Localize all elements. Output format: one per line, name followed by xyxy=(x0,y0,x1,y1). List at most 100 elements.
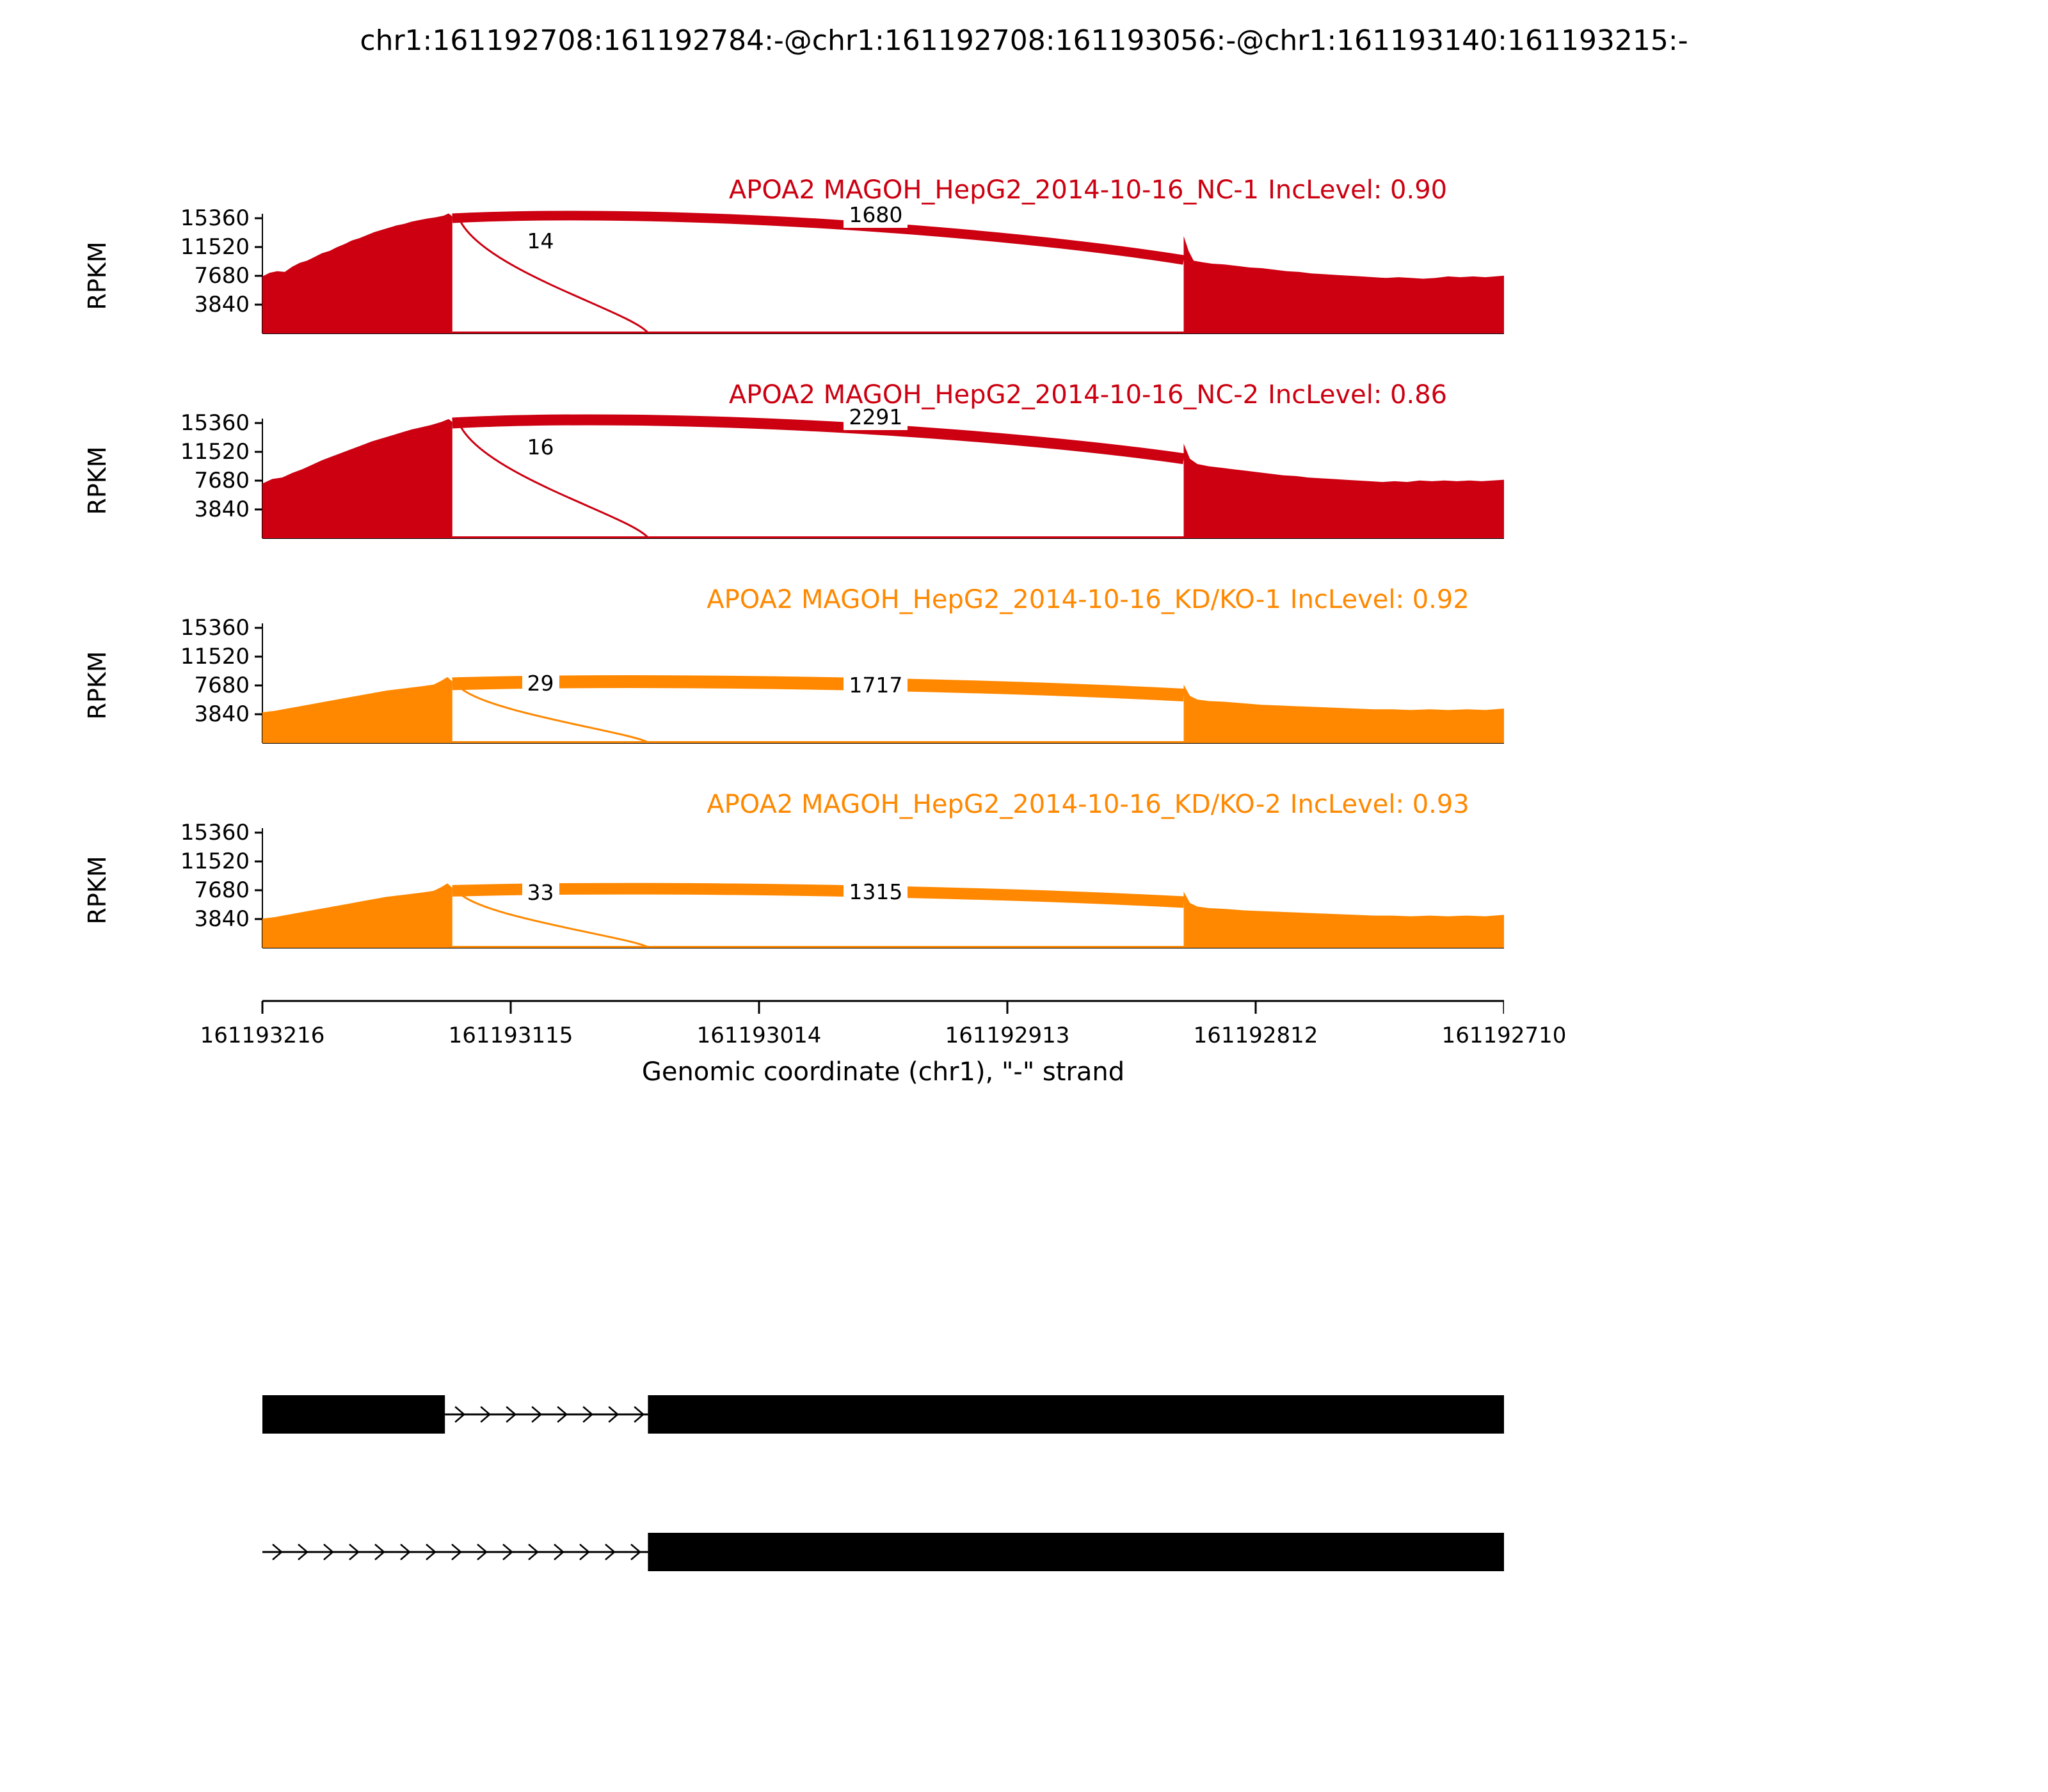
track-title: APOA2 MAGOH_HepG2_2014-10-16_KD/KO-2 IncL… xyxy=(707,790,1469,819)
baseline-coverage-strip xyxy=(452,741,1184,743)
y-tick-label: 3840 xyxy=(194,497,250,522)
strand-arrow-icon xyxy=(554,1544,564,1560)
y-tick-label: 3840 xyxy=(194,292,250,317)
sample-label: APOA2 MAGOH_HepG2_2014-10-16_NC-1 xyxy=(728,175,1260,205)
inclevel-label: IncLevel: 0.93 xyxy=(1290,790,1469,819)
junction-arc-skip xyxy=(460,893,649,948)
y-axis-title: RPKM xyxy=(83,241,111,310)
strand-arrow-icon xyxy=(477,1544,488,1560)
inclevel-label: IncLevel: 0.90 xyxy=(1268,175,1448,205)
exon-box xyxy=(262,1395,445,1434)
y-tick-label: 3840 xyxy=(194,701,250,727)
junction-count-skip: 33 xyxy=(522,880,559,906)
strand-arrow-icon xyxy=(298,1544,308,1560)
coverage-plot-nc-1 xyxy=(255,211,1504,334)
junction-count-main: 1315 xyxy=(844,879,908,905)
y-tick-label: 11520 xyxy=(180,439,250,465)
y-tick-label: 11520 xyxy=(180,644,250,669)
x-tick-label: 161193014 xyxy=(696,1023,822,1048)
exon-box xyxy=(648,1395,1504,1434)
track-title: APOA2 MAGOH_HepG2_2014-10-16_KD/KO-1 IncL… xyxy=(707,585,1469,614)
junction-arc-main xyxy=(452,211,1185,265)
junction-arc-skip xyxy=(460,221,649,333)
strand-arrow-icon xyxy=(582,1406,594,1423)
coverage-area-right xyxy=(1183,892,1504,948)
y-tick-label: 15360 xyxy=(180,205,250,231)
y-axis-title: RPKM xyxy=(83,856,111,925)
strand-arrow-icon xyxy=(634,1406,645,1423)
y-tick-label: 15360 xyxy=(180,615,250,641)
strand-arrow-icon xyxy=(426,1544,436,1560)
strand-arrow-icon xyxy=(480,1406,492,1423)
track-nc-2: RPKM 15360 11520 7680 3840 APOA2 MAGOH_H… xyxy=(0,380,2048,561)
coverage-area-right xyxy=(1183,444,1504,538)
strand-arrow-icon xyxy=(502,1544,513,1560)
junction-count-skip: 14 xyxy=(522,228,559,254)
x-tick-label: 161192710 xyxy=(1441,1023,1567,1048)
track-kdko-1: RPKM 15360 11520 7680 3840 APOA2 MAGOH_H… xyxy=(0,585,2048,765)
junction-count-main: 1680 xyxy=(844,202,908,228)
junction-count-skip: 16 xyxy=(522,435,559,460)
gene-structure-diagram xyxy=(262,1395,1504,1571)
strand-arrow-icon xyxy=(454,1406,466,1423)
coverage-area-left xyxy=(262,213,452,333)
y-tick-label: 11520 xyxy=(180,849,250,874)
junction-count-skip: 29 xyxy=(522,671,559,696)
junction-arc-main xyxy=(452,883,1184,908)
sample-label: APOA2 MAGOH_HepG2_2014-10-16_KD/KO-1 xyxy=(707,585,1281,614)
y-tick-label: 11520 xyxy=(180,234,250,260)
x-tick-label: 161193216 xyxy=(200,1023,325,1048)
y-tick-label: 3840 xyxy=(194,906,250,932)
coverage-area-right xyxy=(1183,684,1504,743)
track-nc-1: RPKM 15360 11520 7680 3840 APOA2 MAGOH_H… xyxy=(0,175,2048,356)
inclevel-label: IncLevel: 0.92 xyxy=(1290,585,1469,614)
y-tick-label: 7680 xyxy=(194,263,250,289)
strand-arrow-icon xyxy=(506,1406,517,1423)
baseline-coverage-strip xyxy=(452,946,1184,948)
baseline-coverage-strip xyxy=(452,536,1184,538)
strand-arrow-icon xyxy=(400,1544,411,1560)
figure-title: chr1:161192708:161192784:-@chr1:16119270… xyxy=(360,24,1688,57)
y-axis-title: RPKM xyxy=(83,651,111,720)
baseline-coverage-strip xyxy=(452,332,1184,333)
strand-arrow-icon xyxy=(349,1544,360,1560)
inclevel-label: IncLevel: 0.86 xyxy=(1268,380,1448,410)
x-tick-label: 161193115 xyxy=(448,1023,573,1048)
track-kdko-2: RPKM 15360 11520 7680 3840 APOA2 MAGOH_H… xyxy=(0,790,2048,970)
strand-arrow-icon xyxy=(557,1406,568,1423)
coverage-plot-nc-2 xyxy=(255,414,1504,539)
junction-arc-skip xyxy=(460,687,649,744)
strand-arrow-icon xyxy=(630,1544,641,1560)
strand-arrow-icon xyxy=(528,1544,539,1560)
coverage-area-left xyxy=(262,419,452,538)
exon-box xyxy=(648,1533,1504,1571)
strand-arrow-icon xyxy=(374,1544,385,1560)
junction-count-main: 1717 xyxy=(844,673,908,698)
y-axis-title: RPKM xyxy=(83,446,111,515)
x-tick-label: 161192913 xyxy=(945,1023,1070,1048)
track-title: APOA2 MAGOH_HepG2_2014-10-16_NC-2 IncLeve… xyxy=(729,380,1447,410)
coverage-area-left xyxy=(262,676,452,743)
y-tick-label: 7680 xyxy=(194,877,250,903)
junction-arc-main xyxy=(452,675,1185,701)
junction-arc-main xyxy=(452,414,1185,465)
x-tick-label: 161192812 xyxy=(1193,1023,1318,1048)
strand-arrow-icon xyxy=(272,1544,283,1560)
strand-arrow-icon xyxy=(579,1544,590,1560)
strand-arrow-icon xyxy=(531,1406,543,1423)
coverage-area-right xyxy=(1183,236,1504,333)
junction-arc-skip xyxy=(460,426,649,538)
coverage-area-left xyxy=(262,883,452,948)
y-tick-label: 15360 xyxy=(180,410,250,436)
track-title: APOA2 MAGOH_HepG2_2014-10-16_NC-1 IncLeve… xyxy=(729,175,1447,205)
y-tick-label: 15360 xyxy=(180,820,250,845)
sample-label: APOA2 MAGOH_HepG2_2014-10-16_NC-2 xyxy=(728,380,1260,410)
x-axis xyxy=(261,1000,1504,1014)
strand-arrow-icon xyxy=(605,1544,616,1560)
y-tick-label: 7680 xyxy=(194,673,250,698)
x-axis-title: Genomic coordinate (chr1), "-" strand xyxy=(641,1057,1125,1087)
junction-count-main: 2291 xyxy=(844,404,908,430)
strand-arrow-icon xyxy=(608,1406,620,1423)
strand-arrow-icon xyxy=(323,1544,334,1560)
